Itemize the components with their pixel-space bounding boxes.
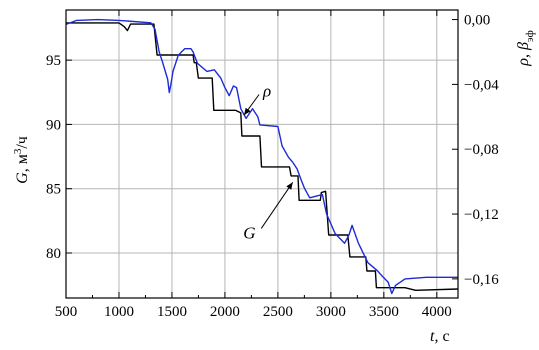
grid-lines bbox=[65, 10, 458, 298]
annotation-arrowhead bbox=[286, 182, 293, 190]
y-right-tick-label: −0,12 bbox=[464, 207, 499, 223]
annotation-arrowhead bbox=[243, 107, 251, 116]
series-layer bbox=[65, 18, 459, 295]
annotation-label-g: G bbox=[243, 223, 255, 242]
y-left-tick-label: 85 bbox=[46, 182, 61, 198]
y-left-tick-label: 80 bbox=[46, 246, 61, 262]
x-tick-label: 2000 bbox=[210, 304, 240, 320]
y-right-axis-title: ρ, βэф bbox=[515, 30, 536, 66]
series-line-rho bbox=[65, 18, 458, 295]
x-tick-label: 2500 bbox=[263, 304, 293, 320]
y-right-tick-label: −0,08 bbox=[464, 142, 499, 158]
x-tick-label: 3000 bbox=[316, 304, 346, 320]
y-left-tick-label: 95 bbox=[46, 53, 61, 69]
y-right-tick-label: −0,16 bbox=[464, 272, 499, 288]
x-tick-label: 500 bbox=[55, 304, 78, 320]
annotation-leader bbox=[260, 182, 294, 229]
annotations: ρG bbox=[243, 81, 294, 242]
y-left-axis-title: G, м3/ч bbox=[12, 136, 31, 184]
tick-labels: 500 1000 1500 2000 2500 3000 3500 4000 80 85 90 95 0… bbox=[46, 13, 499, 320]
x-tick-label: 1500 bbox=[157, 304, 187, 320]
plot-frame bbox=[65, 9, 459, 299]
y-right-tick-label: 0,00 bbox=[464, 13, 490, 29]
x-tick-label: 1000 bbox=[104, 304, 134, 320]
y-left-tick-label: 90 bbox=[46, 117, 61, 133]
series-line-g bbox=[66, 22, 459, 291]
annotation-label-rho: ρ bbox=[262, 81, 271, 100]
x-tick-label: 4000 bbox=[422, 304, 452, 320]
axis-ticks bbox=[65, 10, 458, 298]
x-tick-label: 3500 bbox=[369, 304, 399, 320]
x-axis-title: t, с bbox=[430, 328, 450, 345]
y-right-tick-label: −0,04 bbox=[464, 77, 499, 93]
